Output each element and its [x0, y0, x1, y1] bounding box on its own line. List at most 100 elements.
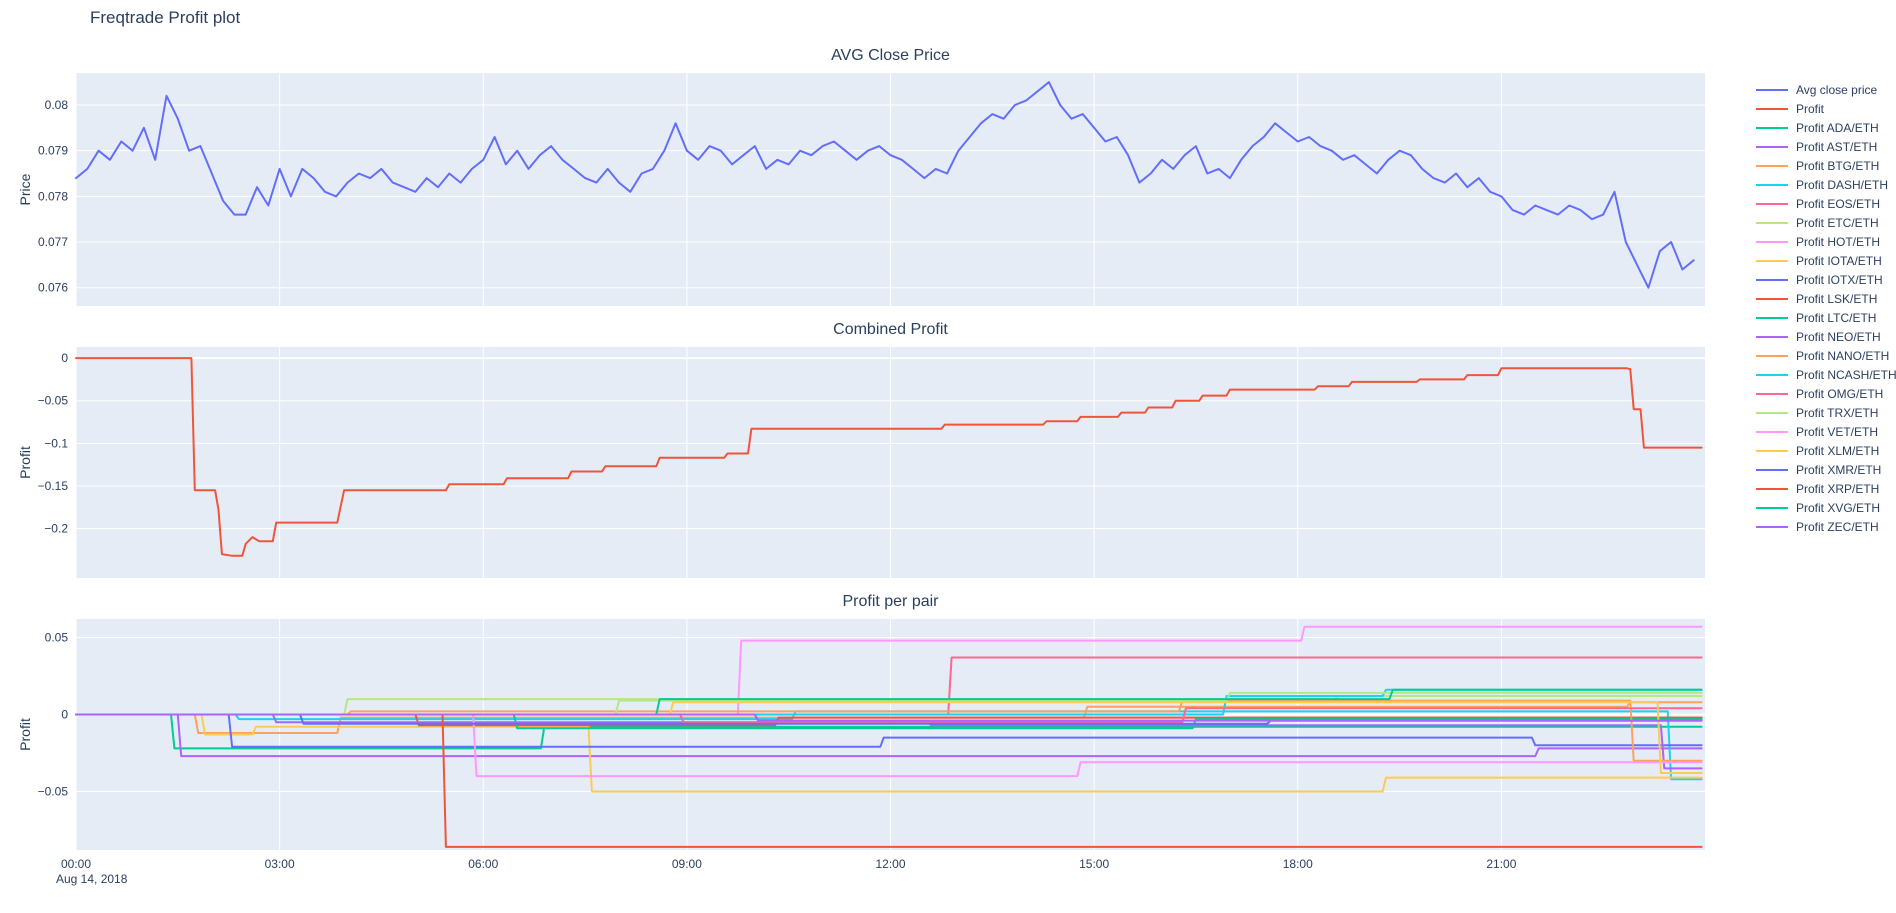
legend-item-label: Profit AST/ETH [1796, 139, 1878, 154]
legend-item-label: Profit [1796, 101, 1825, 116]
x-axis-date-label: Aug 14, 2018 [56, 872, 128, 886]
series-line:Profit ZEC/ETH [75, 713, 1703, 722]
legend-item-label: Profit ADA/ETH [1796, 120, 1879, 135]
y-tick-label: 0.077 [38, 235, 68, 249]
legend-item-label: Profit TRX/ETH [1796, 405, 1879, 420]
legend-item[interactable]: Profit NEO/ETH [1756, 327, 1896, 346]
legend-line-sample [1756, 164, 1788, 167]
x-tick-label: 00:00 [61, 857, 91, 871]
y-tick-label: 0 [61, 707, 68, 721]
x-tick-label: 06:00 [468, 857, 498, 871]
y-tick-label: 0.079 [38, 144, 68, 158]
series-line:Avg close price [75, 81, 1695, 289]
legend-line-sample [1756, 240, 1788, 243]
legend-item[interactable]: Profit ZEC/ETH [1756, 517, 1896, 536]
legend-line-sample [1756, 354, 1788, 357]
y-tick-label: −0.2 [44, 522, 68, 536]
legend-line-sample [1756, 449, 1788, 452]
legend-item-label: Profit XRP/ETH [1796, 481, 1880, 496]
legend-item[interactable]: Profit VET/ETH [1756, 422, 1896, 441]
legend-line-sample [1756, 487, 1788, 490]
legend-line-sample [1756, 202, 1788, 205]
legend-item-label: Profit OMG/ETH [1796, 386, 1884, 401]
legend-item[interactable]: Profit DASH/ETH [1756, 175, 1896, 194]
legend-item[interactable]: Profit XRP/ETH [1756, 479, 1896, 498]
series-line:Profit IOTA/ETH [75, 713, 1703, 793]
legend-item[interactable]: Profit NCASH/ETH [1756, 365, 1896, 384]
legend-line-sample [1756, 259, 1788, 262]
x-tick-label: 15:00 [1079, 857, 1109, 871]
series-line:Profit BTG/ETH [75, 701, 1703, 734]
legend-item[interactable]: Profit IOTA/ETH [1756, 251, 1896, 270]
legend-item-label: Profit LTC/ETH [1796, 310, 1877, 325]
legend-item-label: Profit ZEC/ETH [1796, 519, 1879, 534]
y-tick-label: −0.1 [44, 436, 68, 450]
legend-line-sample [1756, 145, 1788, 148]
y-tick-label: −0.05 [38, 394, 69, 408]
y-tick-label: 0.078 [38, 189, 68, 203]
series-line:Profit [75, 357, 1703, 557]
legend-line-sample [1756, 430, 1788, 433]
legend-line-sample [1756, 525, 1788, 528]
legend-line-sample [1756, 411, 1788, 414]
x-tick-label: 03:00 [265, 857, 295, 871]
legend-line-sample [1756, 221, 1788, 224]
legend-line-sample [1756, 392, 1788, 395]
legend-line-sample [1756, 506, 1788, 509]
legend-item[interactable]: Profit XVG/ETH [1756, 498, 1896, 517]
y-tick-label: −0.15 [38, 479, 69, 493]
legend-item[interactable]: Profit XMR/ETH [1756, 460, 1896, 479]
legend-item-label: Profit VET/ETH [1796, 424, 1879, 439]
legend-line-sample [1756, 297, 1788, 300]
legend-item[interactable]: Profit BTG/ETH [1756, 156, 1896, 175]
legend-item-label: Profit NCASH/ETH [1796, 367, 1896, 382]
legend-item-label: Profit XLM/ETH [1796, 443, 1880, 458]
legend-line-sample [1756, 126, 1788, 129]
legend-item[interactable]: Profit ETC/ETH [1756, 213, 1896, 232]
legend-item-label: Profit IOTX/ETH [1796, 272, 1883, 287]
legend-line-sample [1756, 278, 1788, 281]
legend-item-label: Profit NANO/ETH [1796, 348, 1890, 363]
legend-item[interactable]: Profit ADA/ETH [1756, 118, 1896, 137]
legend-item[interactable]: Profit [1756, 99, 1896, 118]
subplot-title: Combined Profit [833, 321, 948, 338]
legend-item[interactable]: Profit IOTX/ETH [1756, 270, 1896, 289]
legend-item[interactable]: Profit NANO/ETH [1756, 346, 1896, 365]
legend-item-label: Profit XVG/ETH [1796, 500, 1881, 515]
legend: Avg close price Profit Profit ADA/ETH Profi… [1756, 80, 1896, 536]
subplot-title: Profit per pair [842, 593, 939, 610]
legend-item[interactable]: Profit LTC/ETH [1756, 308, 1896, 327]
y-tick-label: 0.08 [45, 98, 69, 112]
subplot-title: AVG Close Price [831, 47, 950, 64]
legend-item[interactable]: Profit OMG/ETH [1756, 384, 1896, 403]
y-axis-title: Profit [17, 718, 33, 751]
legend-item[interactable]: Profit LSK/ETH [1756, 289, 1896, 308]
legend-item-label: Profit BTG/ETH [1796, 158, 1880, 173]
y-axis-title: Profit [17, 446, 33, 479]
legend-line-sample [1756, 335, 1788, 338]
x-tick-label: 09:00 [672, 857, 702, 871]
legend-line-sample [1756, 183, 1788, 186]
legend-item-label: Profit LSK/ETH [1796, 291, 1878, 306]
legend-line-sample [1756, 468, 1788, 471]
y-tick-label: 0.076 [38, 281, 68, 295]
legend-item-label: Profit DASH/ETH [1796, 177, 1889, 192]
legend-item-label: Profit NEO/ETH [1796, 329, 1881, 344]
legend-line-sample [1756, 107, 1788, 110]
x-tick-label: 21:00 [1486, 857, 1516, 871]
legend-item-label: Avg close price [1796, 82, 1878, 97]
y-axis-title: Price [17, 173, 33, 205]
legend-item[interactable]: Profit HOT/ETH [1756, 232, 1896, 251]
legend-line-sample [1756, 88, 1788, 91]
legend-item[interactable]: Profit XLM/ETH [1756, 441, 1896, 460]
legend-item[interactable]: Avg close price [1756, 80, 1896, 99]
x-tick-label: 12:00 [875, 857, 905, 871]
legend-item-label: Profit EOS/ETH [1796, 196, 1881, 211]
y-tick-label: −0.05 [38, 784, 69, 798]
page-title: Freqtrade Profit plot [90, 8, 241, 27]
legend-item-label: Profit ETC/ETH [1796, 215, 1879, 230]
legend-item[interactable]: Profit EOS/ETH [1756, 194, 1896, 213]
legend-item[interactable]: Profit TRX/ETH [1756, 403, 1896, 422]
legend-item[interactable]: Profit AST/ETH [1756, 137, 1896, 156]
